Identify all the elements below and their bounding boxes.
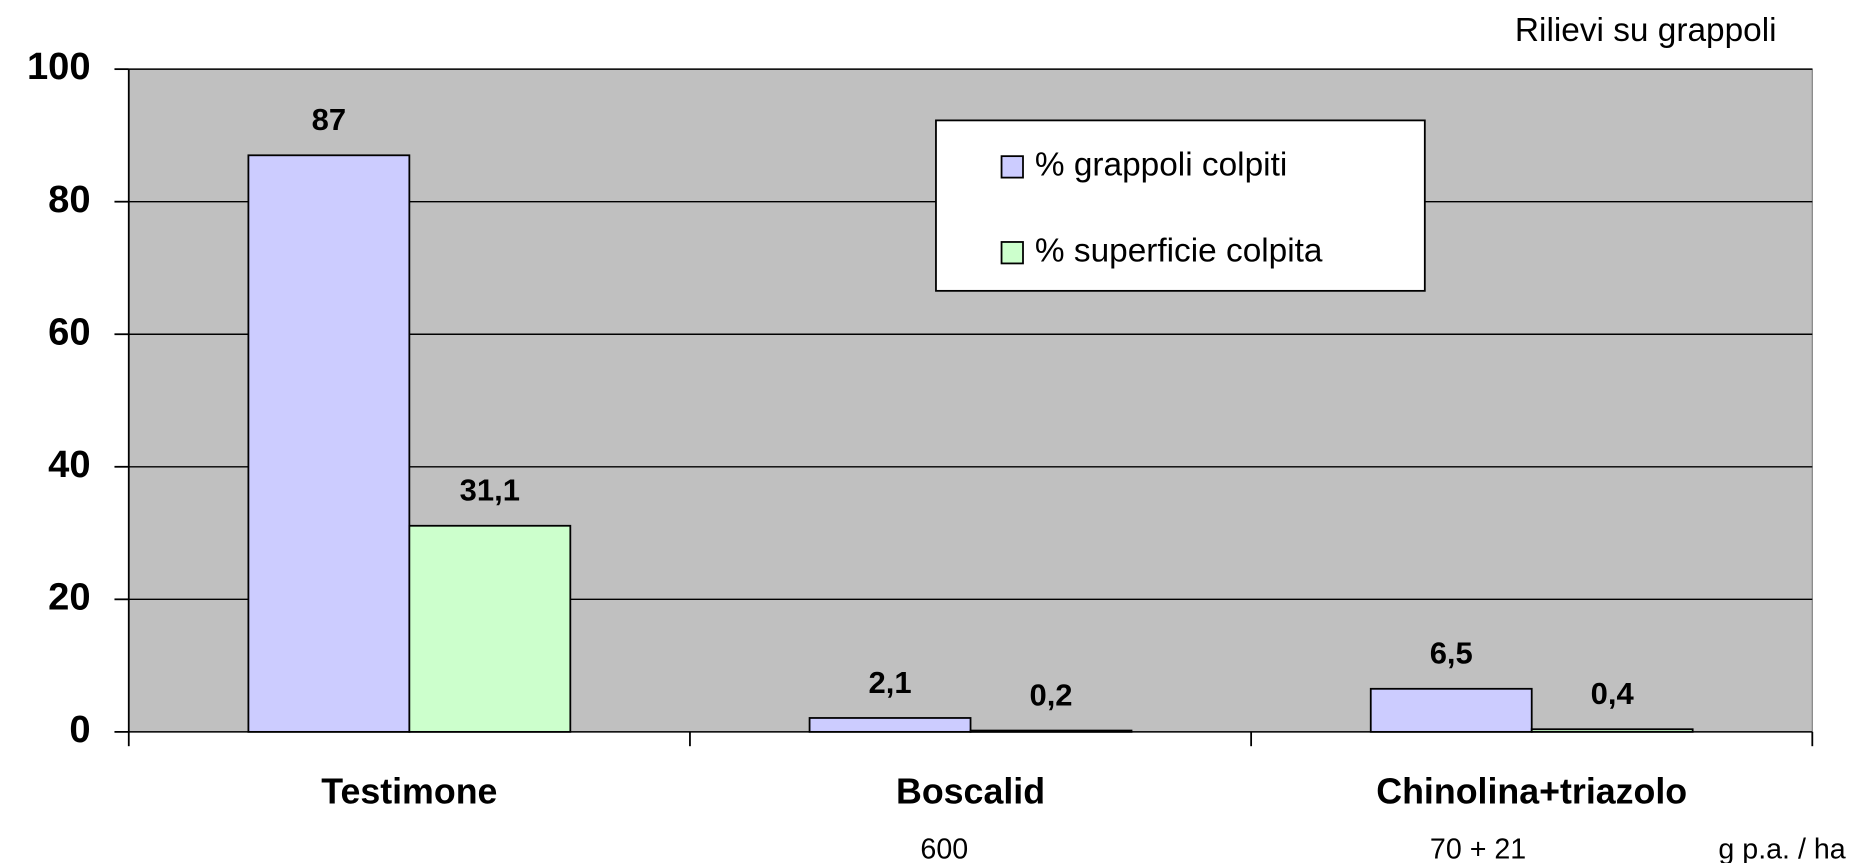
y-tick-label: 80 [48,178,90,221]
chart-title: Rilievi su grappoli [1515,12,1777,49]
value-label: 2,1 [869,665,912,700]
legend-swatch [1000,241,1024,265]
legend-label: % grappoli colpiti [1035,147,1287,184]
x-tick-label: Chinolina+triazolo [1376,771,1687,811]
value-label: 87 [312,102,346,137]
bar [808,717,972,733]
bar [1530,728,1694,733]
x-tick-label: Boscalid [896,771,1045,811]
dose-unit: g p.a. / ha [1718,834,1845,863]
value-label: 0,4 [1591,676,1635,711]
y-tick-label: 60 [48,310,90,353]
x-tick-label: Testimone [321,771,497,811]
bar [969,729,1133,733]
value-label: 0,2 [1029,677,1072,712]
bar [1369,687,1533,733]
y-tick-label: 20 [48,575,90,618]
y-tick-label: 0 [69,708,90,751]
bar [408,524,572,733]
y-tick-label: 100 [27,45,91,88]
y-tick-label: 40 [48,443,90,486]
value-label: 31,1 [460,473,520,508]
dose-label: 600 [920,834,968,863]
legend-box [935,119,1426,292]
dose-label: 70 + 21 [1430,834,1526,863]
bar [247,154,411,733]
value-label: 6,5 [1430,636,1473,671]
legend-swatch [1000,155,1024,179]
legend-label: % superficie colpita [1035,233,1323,270]
